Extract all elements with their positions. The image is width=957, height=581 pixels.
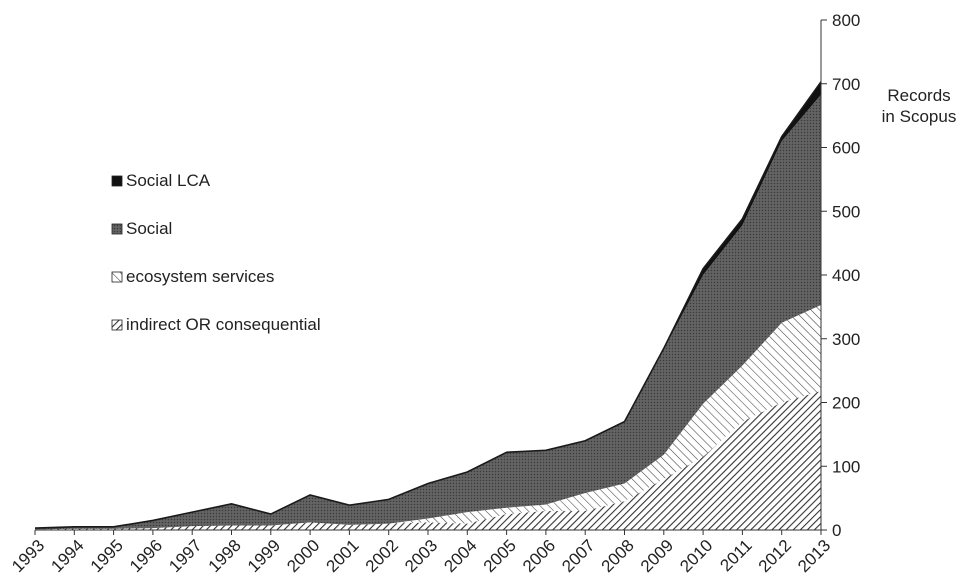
x-tick-label: 2004 xyxy=(440,536,480,576)
area-layers xyxy=(34,81,822,530)
x-tick-label: 1999 xyxy=(244,536,284,576)
x-tick-label: 1996 xyxy=(126,536,166,576)
y-tick-label: 300 xyxy=(832,330,860,349)
y-tick-label: 500 xyxy=(832,202,860,221)
legend-item-ecosystem-services: ecosystem services xyxy=(111,267,274,286)
legend-item-indirect-or-consequential: indirect OR consequential xyxy=(111,315,321,334)
x-tick-label: 2001 xyxy=(323,536,363,576)
x-tick-label: 2011 xyxy=(716,536,755,575)
y-tick-label: 600 xyxy=(832,139,860,158)
x-tick-label: 2007 xyxy=(558,536,598,576)
x-tick-label: 2009 xyxy=(637,536,677,576)
y-tick-label: 700 xyxy=(832,75,860,94)
x-tick-label: 2008 xyxy=(598,536,638,576)
y-tick-label: 800 xyxy=(832,11,860,30)
x-tick-label: 2002 xyxy=(362,536,402,576)
legend-item-social-lca: Social LCA xyxy=(111,171,211,190)
axes xyxy=(34,19,827,535)
y-axis-label-line: in Scopus xyxy=(882,107,957,126)
legend-item-social: Social xyxy=(111,219,172,238)
legend-swatch xyxy=(111,319,123,331)
y-tick-label: 0 xyxy=(832,521,841,540)
legend-swatch xyxy=(111,175,123,187)
x-tick-label: 1993 xyxy=(8,536,48,576)
x-tick-label: 2006 xyxy=(519,536,559,576)
legend-swatch xyxy=(111,223,123,235)
legend-swatch xyxy=(111,271,123,283)
x-tick-label: 2000 xyxy=(283,536,323,576)
y-axis-label: Records in Scopus xyxy=(882,86,957,126)
total-outline xyxy=(34,81,822,529)
x-tick-label: 2010 xyxy=(676,536,716,576)
x-tick-label: 1994 xyxy=(47,536,87,576)
legend-label: ecosystem services xyxy=(126,267,274,286)
legend-label: Social xyxy=(126,219,172,238)
x-tick-label: 2003 xyxy=(401,536,441,576)
y-tick-label: 100 xyxy=(832,457,860,476)
x-tick-label: 2013 xyxy=(794,536,834,576)
y-tick-label: 400 xyxy=(832,266,860,285)
x-tick-label: 1997 xyxy=(165,536,205,576)
legend-label: Social LCA xyxy=(126,171,211,190)
x-tick-label: 1998 xyxy=(205,536,245,576)
legend: Social LCA Social ecosystem services indire… xyxy=(111,171,321,334)
area-indirect-or-consequential xyxy=(35,391,821,530)
y-tick-label: 200 xyxy=(832,394,860,413)
x-tick-label: 1995 xyxy=(87,536,127,576)
y-axis-label-line: Records xyxy=(887,86,950,105)
x-tick-label: 2012 xyxy=(755,536,795,576)
legend-label: indirect OR consequential xyxy=(126,315,321,334)
x-tick-label: 2005 xyxy=(480,536,520,576)
